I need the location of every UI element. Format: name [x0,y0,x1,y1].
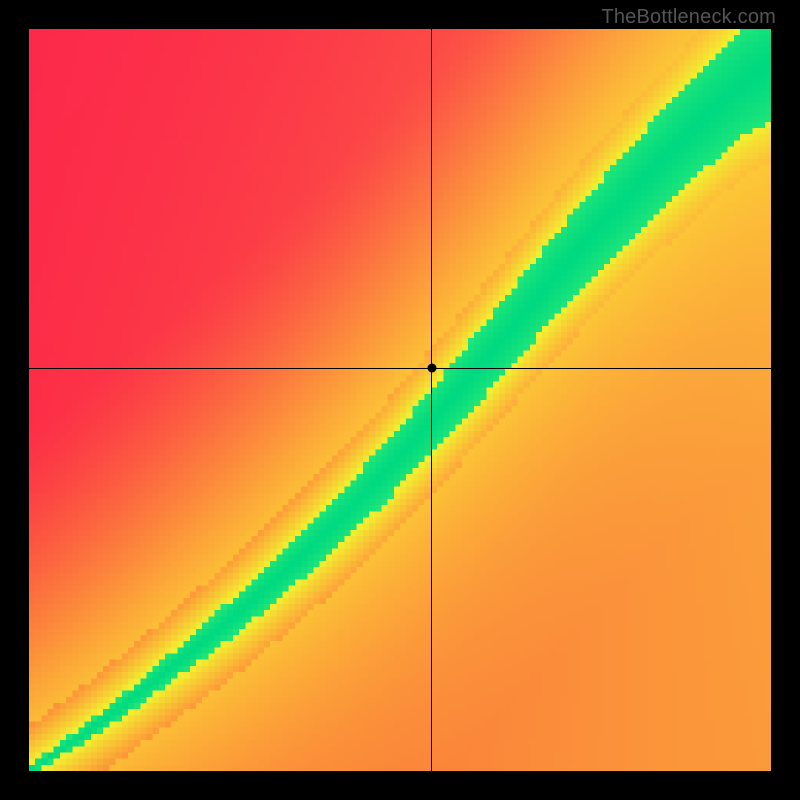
heatmap-canvas [29,29,771,771]
crosshair-marker [427,364,436,373]
crosshair-horizontal [29,368,771,369]
watermark-text: TheBottleneck.com [601,6,776,29]
crosshair-vertical [431,29,432,771]
plot-area [29,29,771,771]
